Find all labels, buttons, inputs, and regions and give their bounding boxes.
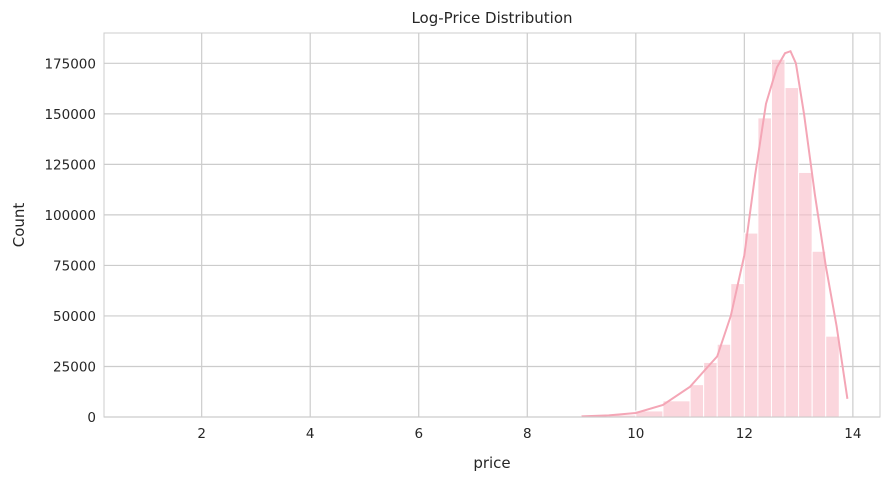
histogram-bar [757,117,772,418]
x-tick-label: 8 [523,426,532,442]
histogram-bar [716,343,732,418]
histogram-bar [811,250,827,418]
y-tick-label: 125000 [44,157,96,173]
x-tick-label: 6 [414,426,423,442]
histogram-bar [798,171,813,418]
x-tick-label: 10 [627,426,644,442]
y-tick-label: 150000 [44,107,96,123]
y-tick-label: 25000 [53,359,96,375]
histogram-bar [689,384,705,418]
x-tick-label: 4 [306,426,315,442]
x-tick-label: 14 [844,426,861,442]
chart-title: Log-Price Distribution [411,9,572,27]
histogram-bar [743,232,759,418]
y-tick-label: 100000 [44,208,96,224]
plot-frame [103,32,881,418]
histogram-bar [825,335,840,418]
x-tick-label: 12 [736,426,753,442]
tick-labels: 2 4 6 8 10 12 14 0 25000 50000 75000 100000 125000 15… [44,56,861,442]
kde-line [581,49,849,418]
histogram-bar [770,58,786,418]
y-tick-label: 75000 [53,258,96,274]
y-tick-label: 175000 [44,56,96,72]
x-axis-label: price [473,454,510,472]
y-tick-label: 0 [87,410,96,426]
x-tick-label: 2 [197,426,206,442]
y-tick-label: 50000 [53,309,96,325]
histogram-bar [784,87,800,418]
y-axis-label: Count [10,203,28,248]
